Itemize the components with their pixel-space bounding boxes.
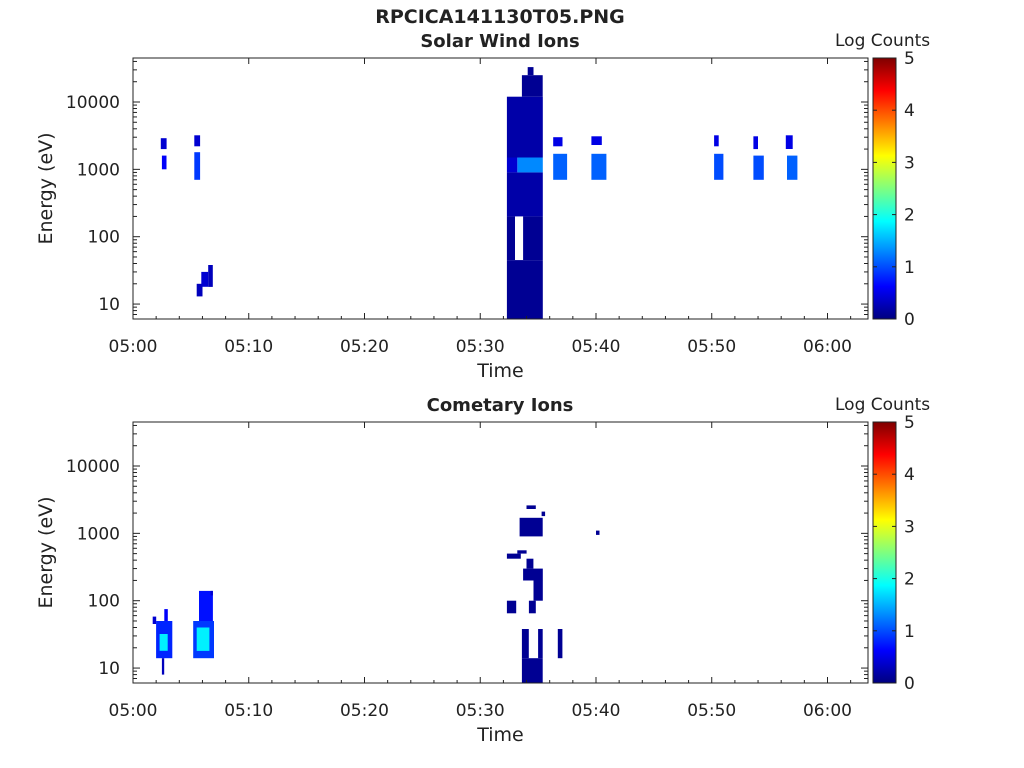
heatmap-cell <box>596 530 600 535</box>
y-tick-label: 100 <box>88 592 120 612</box>
heatmap-cell <box>506 96 543 158</box>
panel-title-cometary: Cometary Ions <box>426 395 574 416</box>
heatmap-cell <box>517 157 543 173</box>
x-tick-label: 05:40 <box>571 701 620 721</box>
y-tick-label: 1000 <box>77 160 120 180</box>
heatmap-cell <box>159 634 168 651</box>
colorbar-label-top: Log Counts <box>835 31 931 51</box>
colorbar-tick-label: 1 <box>904 622 915 642</box>
heatmap-cell <box>553 137 563 147</box>
panel-title-solar-wind: Solar Wind Ions <box>420 31 580 52</box>
x-tick-label: 05:40 <box>571 337 620 357</box>
heatmap-cell <box>160 138 167 150</box>
heatmap-cell <box>787 155 798 180</box>
colorbar-tick-label: 1 <box>904 258 915 278</box>
heatmap-cell <box>194 152 201 180</box>
heatmap-cell <box>785 135 793 149</box>
heatmap-cell <box>161 155 167 170</box>
heatmap-cell <box>526 558 534 569</box>
y-tick-label: 100 <box>88 228 120 248</box>
heatmap-cell <box>714 153 724 180</box>
colorbar-tick-label: 5 <box>904 413 915 433</box>
heatmap-cell <box>517 550 527 554</box>
colorbar-label-bottom: Log Counts <box>835 395 931 415</box>
heatmap-cell <box>533 580 543 601</box>
x-tick-label: 05:30 <box>456 337 505 357</box>
colorbar-tick-label: 3 <box>904 517 915 537</box>
heatmap-cell <box>506 600 517 614</box>
x-axis-label: Time <box>476 724 524 746</box>
heatmap-cell <box>521 629 529 659</box>
colorbar-tick-label: 2 <box>904 570 915 590</box>
heatmap-cell <box>161 658 165 675</box>
figure-title: RPCICA141130T05.PNG <box>375 6 625 28</box>
x-tick-label: 05:10 <box>224 701 273 721</box>
colorbar-tick-label: 0 <box>904 310 915 330</box>
x-tick-label: 05:00 <box>109 337 158 357</box>
x-tick-label: 05:20 <box>340 337 389 357</box>
heatmap-cell <box>557 629 563 659</box>
y-tick-label: 10 <box>98 295 120 315</box>
heatmap-cell <box>553 153 568 180</box>
colorbar <box>872 57 897 320</box>
heatmap-cell <box>523 568 543 581</box>
x-tick-label: 05:30 <box>456 701 505 721</box>
heatmap-cell <box>196 283 203 297</box>
colorbar-tick-label: 4 <box>904 465 915 485</box>
plot-frame <box>132 57 869 320</box>
y-tick-label: 10 <box>98 659 120 679</box>
y-axis-label: Energy (eV) <box>35 496 57 608</box>
heatmap-cell <box>201 271 209 287</box>
heatmap-cell <box>714 135 719 147</box>
heatmap-cell <box>506 260 543 319</box>
colorbar-tick-label: 0 <box>904 674 915 694</box>
heatmap-cell <box>753 136 758 150</box>
heatmap-cell <box>528 600 536 614</box>
colorbar-tick-label: 5 <box>904 49 915 69</box>
colorbar-tick-label: 3 <box>904 153 915 173</box>
y-axis-label: Energy (eV) <box>35 132 57 244</box>
heatmap-cell <box>210 590 213 596</box>
heatmap-cell <box>506 553 521 559</box>
heatmap-cell <box>506 157 518 173</box>
heatmap-cell <box>519 517 543 537</box>
x-tick-label: 06:00 <box>803 337 852 357</box>
heatmap-cell <box>523 216 543 260</box>
x-tick-label: 06:00 <box>803 701 852 721</box>
x-tick-label: 05:20 <box>340 701 389 721</box>
colorbar-tick-label: 2 <box>904 206 915 226</box>
heatmap-cell <box>199 590 213 621</box>
heatmap-cell <box>506 216 515 260</box>
heatmap-cell <box>591 153 607 180</box>
y-tick-label: 10000 <box>66 93 120 113</box>
heatmap-cell <box>521 658 543 683</box>
x-tick-label: 05:50 <box>687 337 736 357</box>
x-tick-label: 05:00 <box>109 701 158 721</box>
heatmap-cell <box>194 135 201 147</box>
heatmap-cell <box>753 155 764 180</box>
y-tick-label: 1000 <box>77 524 120 544</box>
heatmap-cell <box>506 172 543 217</box>
heatmap-cell <box>527 67 534 76</box>
colorbar-tick-label: 4 <box>904 101 915 121</box>
y-tick-label: 10000 <box>66 457 120 477</box>
x-tick-label: 05:50 <box>687 701 736 721</box>
heatmap-cell <box>152 616 157 624</box>
x-tick-label: 05:10 <box>224 337 273 357</box>
heatmap-cell <box>538 629 543 659</box>
heatmap-cell <box>541 511 546 517</box>
heatmap-cell <box>526 505 536 509</box>
x-axis-label: Time <box>476 360 524 382</box>
colorbar <box>872 421 897 684</box>
heatmap-cell <box>521 75 543 97</box>
heatmap-cell <box>591 136 602 145</box>
heatmap-cell <box>208 265 213 287</box>
heatmap-cell <box>164 609 168 621</box>
plot-frame <box>132 421 869 684</box>
heatmap-cell <box>196 627 210 651</box>
